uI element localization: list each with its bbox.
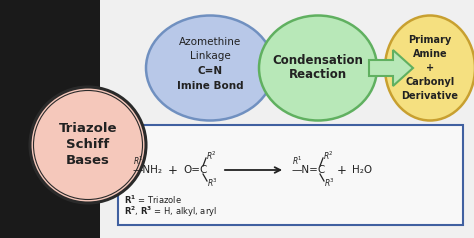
Text: Reaction: Reaction bbox=[289, 69, 347, 81]
Polygon shape bbox=[0, 0, 100, 238]
Text: O=C: O=C bbox=[183, 165, 207, 175]
Text: Imine Bond: Imine Bond bbox=[177, 81, 243, 91]
Text: $R^3$: $R^3$ bbox=[324, 177, 335, 189]
Text: $\mathbf{R^1}$ = Triazole: $\mathbf{R^1}$ = Triazole bbox=[124, 194, 182, 206]
Text: +: + bbox=[426, 63, 434, 73]
Text: Condensation: Condensation bbox=[273, 55, 364, 68]
Ellipse shape bbox=[385, 15, 474, 120]
FancyBboxPatch shape bbox=[118, 125, 463, 225]
Text: Triazole: Triazole bbox=[59, 123, 117, 135]
Text: Carbonyl: Carbonyl bbox=[405, 77, 455, 87]
Ellipse shape bbox=[146, 15, 274, 120]
Text: $\mathbf{R^2}$, $\mathbf{R^3}$ = H, alkyl, aryl: $\mathbf{R^2}$, $\mathbf{R^3}$ = H, alky… bbox=[124, 205, 217, 219]
Polygon shape bbox=[369, 50, 413, 86]
Ellipse shape bbox=[259, 15, 377, 120]
Text: $R^2$: $R^2$ bbox=[206, 150, 217, 162]
Text: $R^3$: $R^3$ bbox=[207, 177, 218, 189]
Text: Linkage: Linkage bbox=[190, 51, 230, 61]
Text: Primary: Primary bbox=[409, 35, 452, 45]
Ellipse shape bbox=[30, 87, 146, 203]
Text: $R^2$: $R^2$ bbox=[323, 150, 334, 162]
Text: +: + bbox=[168, 164, 178, 177]
Text: C=N: C=N bbox=[198, 66, 223, 76]
Text: +: + bbox=[337, 164, 347, 177]
Text: Bases: Bases bbox=[66, 154, 110, 168]
Text: H₂O: H₂O bbox=[352, 165, 372, 175]
Text: $R^1$: $R^1$ bbox=[292, 155, 303, 167]
Text: Amine: Amine bbox=[413, 49, 447, 59]
Text: —N=C: —N=C bbox=[292, 165, 326, 175]
Text: Derivative: Derivative bbox=[401, 91, 458, 101]
Text: Azomethine: Azomethine bbox=[179, 37, 241, 47]
Text: —NH₂: —NH₂ bbox=[133, 165, 163, 175]
Text: Schiff: Schiff bbox=[66, 139, 109, 152]
Text: $R^1$: $R^1$ bbox=[133, 155, 144, 167]
